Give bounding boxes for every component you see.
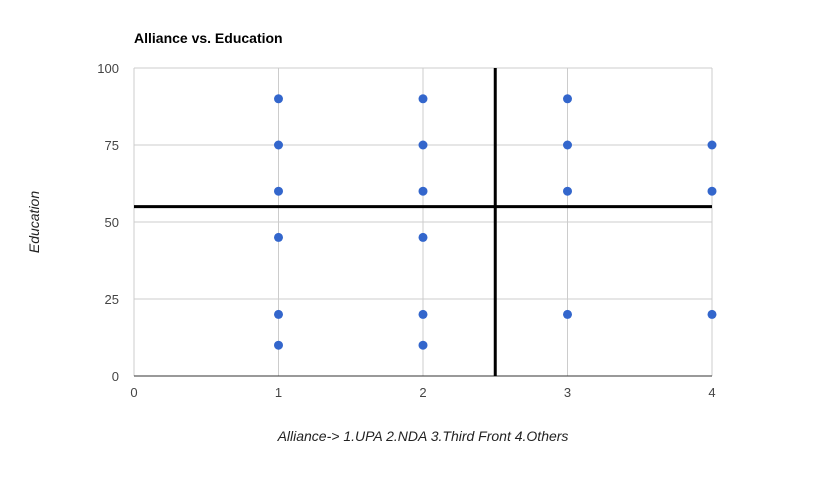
- data-point: [418, 94, 428, 104]
- y-tick-label: 25: [105, 292, 119, 307]
- data-point: [274, 140, 283, 150]
- data-point: [563, 140, 572, 150]
- data-point: [707, 309, 717, 319]
- tick-labels: 0 1 2 3 4 0 25 50 75 100: [97, 61, 715, 400]
- grid: [133, 67, 713, 377]
- data-point: [563, 186, 572, 196]
- data-point: [563, 94, 572, 104]
- data-point: [418, 340, 428, 350]
- y-axis-label: Education: [26, 191, 42, 253]
- data-point: [418, 232, 428, 242]
- data-point: [418, 140, 428, 150]
- data-point: [418, 186, 428, 196]
- data-point: [274, 186, 283, 196]
- chart-title: Alliance vs. Education: [134, 30, 283, 46]
- y-tick-label: 75: [105, 138, 119, 153]
- data-point: [274, 340, 283, 350]
- data-point: [418, 309, 428, 319]
- reference-lines: [134, 68, 712, 376]
- data-point: [707, 186, 717, 196]
- data-point: [274, 232, 283, 242]
- data-points: [274, 94, 717, 350]
- data-point: [707, 140, 717, 150]
- data-point: [274, 309, 283, 319]
- y-tick-label: 50: [105, 215, 119, 230]
- y-tick-label: 100: [97, 61, 119, 76]
- x-tick-label: 3: [564, 385, 571, 400]
- y-tick-label: 0: [112, 369, 119, 384]
- x-tick-label: 4: [708, 385, 715, 400]
- data-point: [274, 94, 283, 104]
- x-tick-label: 1: [275, 385, 282, 400]
- x-axis-label: Alliance-> 1.UPA 2.NDA 3.Third Front 4.O…: [277, 428, 569, 444]
- x-tick-label: 0: [130, 385, 137, 400]
- data-point: [563, 309, 572, 319]
- x-tick-label: 2: [419, 385, 426, 400]
